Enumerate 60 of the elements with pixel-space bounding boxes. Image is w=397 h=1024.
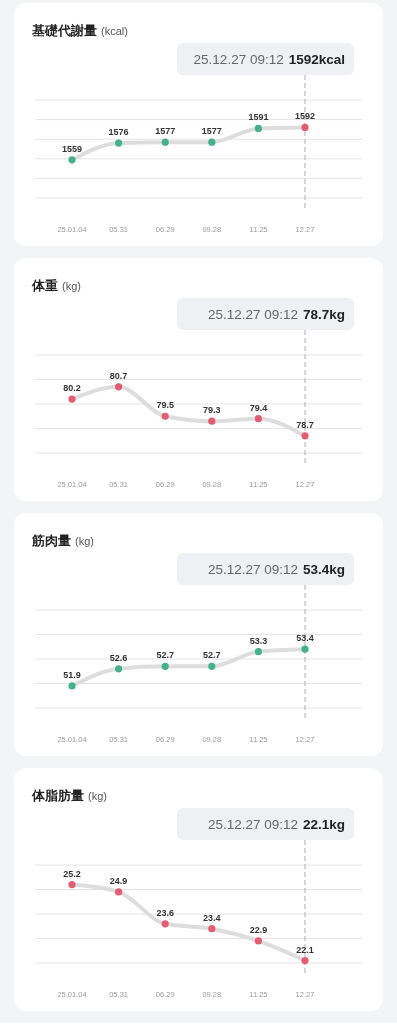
data-label: 52.6 [109,652,128,663]
chart-title: 筋肉量 [31,534,71,548]
point [68,395,76,403]
data-label: 24.9 [109,875,128,886]
point [301,123,309,132]
point [68,881,76,889]
point [208,138,216,146]
point [161,412,169,420]
text: 25.12.27 09:12 53.4kg [207,562,345,577]
data-label: 22.1 [296,944,314,955]
data-label: 52.7 [156,650,174,661]
point [115,139,123,147]
data-label: 1591 [248,112,269,123]
data-label: 1576 [108,127,129,138]
data-label: 80.2 [63,383,81,394]
point [161,662,169,670]
chart-subtitle: (kg) [75,535,94,547]
data-label: 1559 [61,143,83,154]
text: 25.12.27 09:12 78.7kg [207,307,345,322]
point [301,432,309,440]
point [208,925,216,933]
point [254,937,262,945]
point [301,956,309,965]
data-label: 1577 [201,126,222,137]
data-label: 25.2 [63,868,81,879]
data-label: 51.9 [63,669,81,680]
point [115,888,123,896]
chart-title: 体脂肪量 [31,788,84,803]
data-label: 53.4 [296,633,314,644]
data-label: 23.6 [156,907,174,918]
data-label: 79.3 [203,405,221,416]
data-label: 78.7 [296,419,314,430]
data-label: 23.4 [203,912,221,923]
data-label: 80.7 [109,370,128,381]
point [115,383,123,391]
chart-subtitle: (kg) [88,790,107,802]
text: 25.12.27 09:12 1592kcal [193,52,345,67]
data-label: 1577 [155,126,176,137]
point [161,138,169,146]
data-label: 1592 [294,111,316,122]
point [208,662,216,670]
chart-title: 体重 [31,278,58,293]
point [254,648,262,656]
point [301,645,309,653]
point [254,415,262,423]
data-label: 22.9 [249,924,268,935]
data-label: 52.7 [203,650,221,661]
point [254,124,262,133]
point [68,682,76,690]
data-label: 79.5 [156,400,174,411]
chart-subtitle: (kcal) [101,25,128,37]
chart-subtitle: (kg) [62,280,81,292]
point [208,417,216,425]
data-label: 79.4 [249,402,268,413]
chart-title: 基礎代謝量 [31,23,97,38]
data-label: 53.3 [249,635,268,646]
point [68,156,76,164]
point [115,665,123,673]
text: 25.12.27 09:12 22.1kg [207,817,345,832]
point [161,920,169,928]
